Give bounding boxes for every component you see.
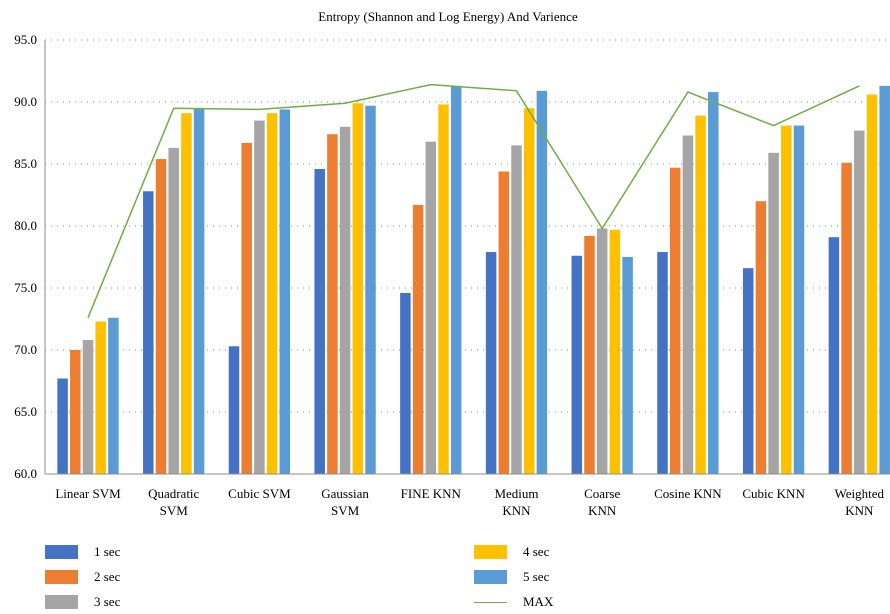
bar-4-sec-6 xyxy=(609,229,621,474)
bar-5-sec-8 xyxy=(793,125,805,474)
x-tick-label: Linear SVM xyxy=(55,486,121,501)
bar-2-sec-8 xyxy=(755,201,767,474)
x-tick-label: Cubic SVM xyxy=(228,486,291,501)
x-tick-label: Coarse xyxy=(584,486,620,501)
legend-item-max: MAX xyxy=(474,594,553,610)
x-tick-label: Quadratic xyxy=(148,486,199,501)
bar-5-sec-0 xyxy=(108,317,119,474)
bar-1-sec-2 xyxy=(228,346,240,474)
bar-5-sec-3 xyxy=(365,105,376,474)
x-tick-label: FINE KNN xyxy=(401,486,462,501)
bar-1-sec-3 xyxy=(314,168,325,474)
bar-2-sec-1 xyxy=(155,159,167,475)
legend-label-1-sec: 1 sec xyxy=(94,544,121,559)
y-tick-label: 70.0 xyxy=(14,342,37,357)
bar-5-sec-9 xyxy=(879,85,890,474)
x-tick-label: Weighted xyxy=(835,486,885,501)
bar-3-sec-0 xyxy=(82,340,94,474)
legend-item-2-sec: 2 sec xyxy=(45,569,120,585)
bar-3-sec-8 xyxy=(768,152,779,474)
bar-2-sec-7 xyxy=(669,167,681,474)
bar-1-sec-8 xyxy=(742,268,754,474)
bar-1-sec-9 xyxy=(828,237,840,474)
x-tick-label: Cubic KNN xyxy=(742,486,805,501)
legend-item-4-sec: 4 sec xyxy=(474,544,549,560)
bar-3-sec-6 xyxy=(596,228,608,474)
max-line-group xyxy=(87,83,860,319)
bar-4-sec-3 xyxy=(352,103,364,475)
max-line xyxy=(87,83,860,319)
y-tick-label: 80.0 xyxy=(14,218,37,233)
bar-2-sec-9 xyxy=(841,162,852,474)
bar-1-sec-5 xyxy=(485,252,497,474)
x-tick-label: KNN xyxy=(588,503,617,518)
bar-3-sec-4 xyxy=(425,141,437,474)
bar-4-sec-5 xyxy=(523,108,535,474)
bar-2-sec-0 xyxy=(70,350,81,474)
bar-4-sec-9 xyxy=(866,94,878,474)
bar-5-sec-6 xyxy=(622,257,633,474)
x-tick-label: Medium xyxy=(494,486,538,501)
y-tick-label: 60.0 xyxy=(14,466,37,481)
legend-swatch-max xyxy=(474,601,507,603)
legend-label-5-sec: 5 sec xyxy=(523,569,550,584)
bar-2-sec-4 xyxy=(412,204,424,475)
bar-1-sec-1 xyxy=(143,191,154,474)
bar-2-sec-2 xyxy=(241,142,252,475)
y-tick-label: 65.0 xyxy=(14,404,37,419)
chart-title: Entropy (Shannon and Log Energy) And Var… xyxy=(318,9,578,24)
legend-item-1-sec: 1 sec xyxy=(45,544,120,560)
bar-1-sec-4 xyxy=(400,292,411,474)
legend-swatch-2-sec xyxy=(45,570,78,584)
legend-label-4-sec: 4 sec xyxy=(523,544,550,559)
bar-3-sec-5 xyxy=(511,145,522,474)
x-tick-label: KNN xyxy=(845,503,874,518)
legend-label-3-sec: 3 sec xyxy=(94,594,121,609)
x-axis: Linear SVM Quadratic SVM Cubic SVM Gaussian S… xyxy=(45,473,890,518)
x-tick-label: Gaussian xyxy=(321,486,369,501)
x-tick-label: SVM xyxy=(160,503,189,518)
bar-2-sec-5 xyxy=(498,171,510,474)
bars xyxy=(57,85,890,475)
bar-1-sec-7 xyxy=(657,252,668,474)
bar-4-sec-7 xyxy=(695,115,706,474)
bar-3-sec-3 xyxy=(339,126,351,475)
y-tick-label: 95.0 xyxy=(14,32,37,47)
bar-4-sec-4 xyxy=(438,104,449,474)
y-axis: 60.0 65.0 70.0 75.0 80.0 85.0 90.0 95.0 xyxy=(14,32,46,481)
legend-item-5-sec: 5 sec xyxy=(474,569,549,585)
bar-5-sec-2 xyxy=(279,109,291,474)
legend-swatch-3-sec xyxy=(45,595,78,609)
y-tick-label: 75.0 xyxy=(14,280,37,295)
legend-label-2-sec: 2 sec xyxy=(94,569,121,584)
bar-3-sec-1 xyxy=(168,147,179,474)
bar-4-sec-0 xyxy=(95,321,106,474)
legend-item-3-sec: 3 sec xyxy=(45,594,120,610)
x-tick-label: Cosine KNN xyxy=(654,486,722,501)
bar-3-sec-9 xyxy=(854,130,865,474)
legend-swatch-1-sec xyxy=(45,545,78,559)
legend-label-max: MAX xyxy=(523,594,554,609)
bar-4-sec-2 xyxy=(266,113,278,474)
legend-swatch-5-sec xyxy=(474,570,507,584)
bar-5-sec-4 xyxy=(450,85,462,474)
x-tick-label: KNN xyxy=(502,503,531,518)
y-tick-label: 85.0 xyxy=(14,156,37,171)
x-tick-label: SVM xyxy=(331,503,360,518)
bar-5-sec-1 xyxy=(193,108,205,474)
bar-5-sec-7 xyxy=(708,92,719,474)
bar-2-sec-3 xyxy=(327,134,338,475)
bar-1-sec-0 xyxy=(57,378,68,474)
bar-5-sec-5 xyxy=(536,90,548,474)
bar-1-sec-6 xyxy=(571,255,583,474)
bar-4-sec-1 xyxy=(181,113,192,474)
y-tick-label: 90.0 xyxy=(14,94,37,109)
bar-3-sec-2 xyxy=(254,120,265,474)
legend-swatch-4-sec xyxy=(474,545,507,559)
bar-3-sec-7 xyxy=(682,135,694,475)
bar-2-sec-6 xyxy=(584,235,595,474)
bar-4-sec-8 xyxy=(781,125,792,474)
